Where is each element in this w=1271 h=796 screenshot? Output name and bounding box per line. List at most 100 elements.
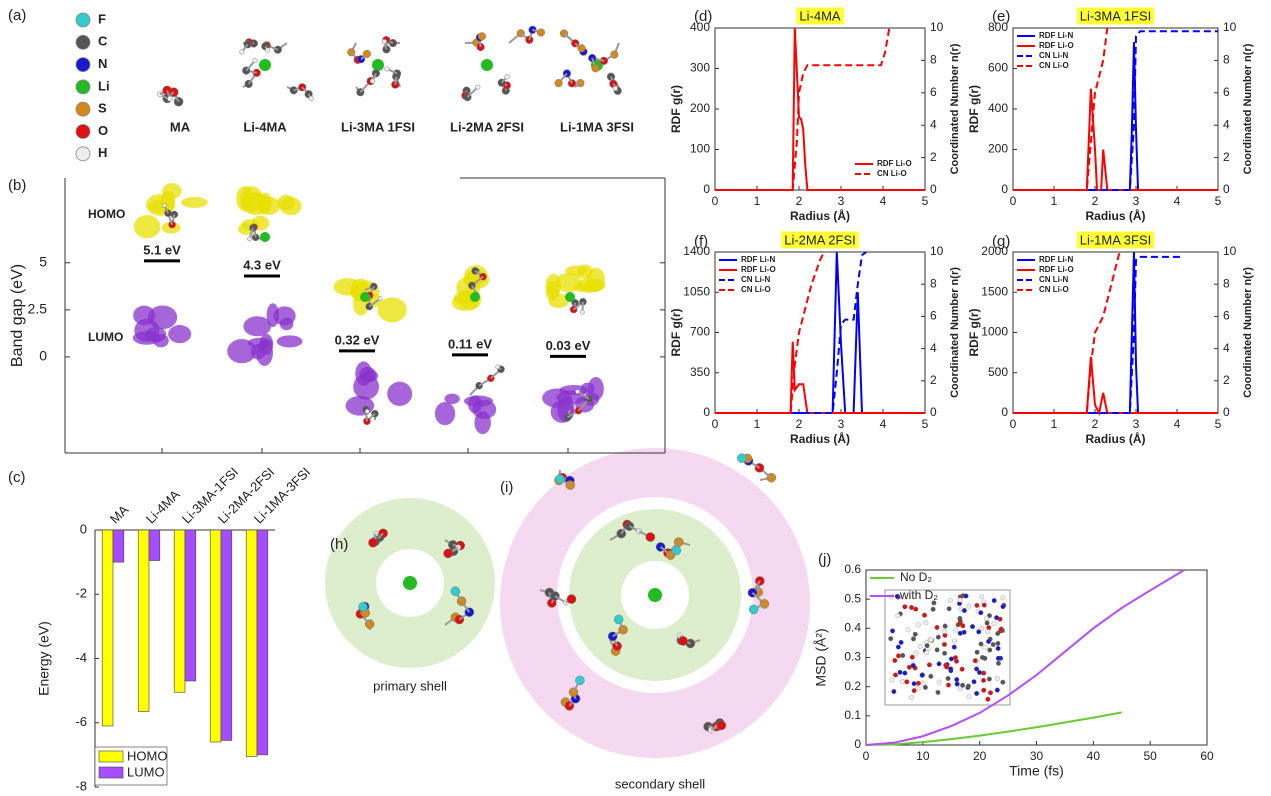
md-atom	[981, 602, 987, 608]
md-atom	[981, 677, 986, 683]
x-tick-label: 1	[1051, 194, 1058, 208]
md-atom	[922, 612, 927, 618]
md-atom	[996, 660, 1001, 666]
md-atom	[946, 682, 951, 688]
orbital-lobe	[240, 186, 264, 213]
bar	[101, 529, 114, 727]
series-line	[715, 251, 867, 414]
md-atom	[988, 690, 993, 696]
atom	[566, 594, 577, 604]
atom	[716, 720, 727, 731]
legend-label: CN Li-N	[741, 275, 771, 284]
series-line	[865, 711, 1122, 746]
legend-label: RDF Li-O	[877, 159, 912, 168]
x-tick-label: 4	[880, 417, 887, 431]
y-axis-label: MSD (Å²)	[813, 628, 829, 686]
x-tick-label: 2	[1092, 194, 1099, 208]
md-atom	[895, 644, 901, 650]
atom-legend-swatch	[75, 146, 91, 162]
panel-label: (h)	[330, 536, 348, 553]
atom	[477, 32, 486, 41]
md-atom	[957, 620, 963, 626]
x-tick-label: 50	[1143, 749, 1157, 763]
x-tick-label: 5	[1215, 417, 1222, 431]
md-atom	[978, 641, 984, 647]
x-tick-label: 30	[1030, 749, 1044, 763]
orbital-lobe	[276, 335, 303, 348]
y-tick-label: 200	[690, 101, 710, 115]
legend-label: RDF Li-O	[1039, 41, 1074, 50]
atom	[536, 28, 545, 37]
md-atom	[963, 593, 969, 599]
atom	[162, 203, 167, 208]
shell-label: secondary shell	[615, 776, 705, 791]
y2-tick-label: 4	[1223, 341, 1230, 355]
y-tick-label: 0.1	[844, 708, 861, 722]
x-tick-label: 0	[1010, 417, 1017, 431]
md-atom	[954, 677, 960, 683]
atom	[443, 548, 453, 559]
atom-legend-swatch	[75, 12, 91, 28]
md-atom	[928, 637, 934, 643]
panel-label: (g)	[992, 233, 1010, 250]
bar	[137, 529, 150, 712]
orbital-lobe	[168, 325, 192, 344]
y-axis-label: Energy (eV)	[36, 621, 52, 696]
orbital-lobe	[548, 293, 569, 309]
y2-tick-label: 6	[930, 85, 937, 99]
atom	[364, 408, 370, 414]
md-atom	[966, 694, 972, 700]
y2-tick-label: 10	[1223, 20, 1237, 34]
legend-label: RDF Li-O	[741, 265, 776, 274]
bar	[220, 529, 233, 741]
atom	[450, 586, 461, 597]
legend-label: CN Li-N	[1039, 275, 1069, 284]
md-atom	[982, 644, 988, 650]
y2-tick-label: 8	[930, 276, 937, 290]
legend-label: CN Li-N	[1039, 51, 1069, 60]
y-tick-label: 0	[703, 182, 710, 196]
legend-label: RDF Li-N	[1039, 255, 1073, 264]
md-atom	[900, 653, 906, 658]
y2-axis-label: Coordinated Number n(r)	[1242, 267, 1254, 398]
md-atom	[948, 597, 953, 603]
md-atom	[991, 598, 997, 604]
atom	[555, 474, 565, 484]
md-atom	[966, 603, 972, 609]
atom-legend-label: Li	[98, 78, 110, 93]
y2-tick-label: 0	[930, 405, 937, 419]
md-atom	[984, 620, 990, 626]
bar	[173, 529, 186, 693]
orbital-lobe	[148, 305, 178, 330]
md-atom	[948, 656, 954, 662]
md-atom	[910, 663, 916, 669]
y-tick-label: 2.5	[28, 301, 48, 317]
y2-tick-label: 2	[1223, 150, 1230, 164]
md-atom	[915, 680, 921, 686]
y-tick-label: -8	[75, 778, 87, 793]
atom	[362, 49, 371, 58]
legend-label: RDF Li-N	[741, 255, 775, 264]
panel-label: (e)	[992, 8, 1010, 25]
orbital-lobe	[277, 194, 295, 211]
x-tick-label: 4	[1174, 194, 1181, 208]
panel-label: (j)	[818, 551, 831, 568]
legend-label: RDF Li-N	[1039, 31, 1073, 40]
atom	[575, 675, 585, 686]
li-atom	[481, 59, 493, 71]
series-line	[1013, 251, 1121, 414]
atom	[737, 453, 747, 463]
chart-title: Li-4MA	[799, 8, 841, 23]
orbital-lobe	[146, 326, 167, 343]
shell-label: primary shell	[373, 678, 447, 693]
li-atom	[260, 232, 270, 242]
x-tick-label: 3	[1133, 417, 1140, 431]
li-atom	[470, 292, 480, 302]
x-tick-label: 60	[1200, 749, 1214, 763]
y-axis-label: RDF g(r)	[669, 85, 683, 133]
li-atom	[403, 576, 417, 590]
md-atom	[976, 629, 982, 635]
atom	[575, 389, 580, 394]
y-tick-label: 2000	[981, 244, 1008, 258]
